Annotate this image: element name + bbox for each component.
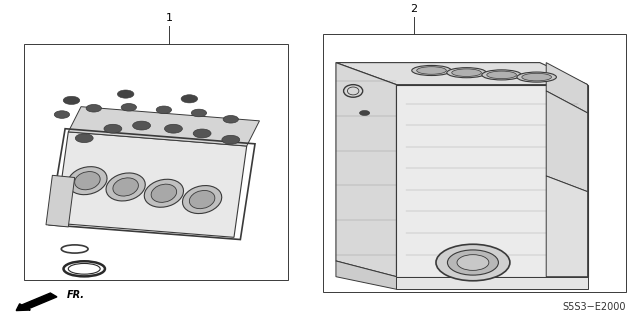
- Circle shape: [457, 255, 489, 271]
- Ellipse shape: [151, 184, 177, 202]
- Circle shape: [223, 115, 239, 123]
- Polygon shape: [546, 63, 588, 113]
- Polygon shape: [396, 277, 588, 289]
- Polygon shape: [46, 175, 75, 227]
- Polygon shape: [56, 132, 246, 237]
- Circle shape: [360, 110, 370, 115]
- FancyArrow shape: [16, 293, 57, 311]
- Ellipse shape: [113, 178, 138, 196]
- Text: FR.: FR.: [67, 290, 84, 300]
- Circle shape: [156, 106, 172, 114]
- Circle shape: [193, 129, 211, 138]
- Circle shape: [447, 250, 499, 275]
- Ellipse shape: [189, 190, 215, 209]
- Polygon shape: [336, 63, 588, 85]
- Circle shape: [63, 96, 80, 105]
- Circle shape: [86, 105, 101, 112]
- Ellipse shape: [412, 65, 451, 76]
- Ellipse shape: [517, 72, 556, 82]
- Ellipse shape: [75, 172, 100, 190]
- Circle shape: [436, 244, 510, 281]
- Polygon shape: [336, 261, 396, 289]
- Polygon shape: [68, 107, 259, 146]
- Polygon shape: [396, 85, 588, 277]
- Circle shape: [121, 104, 136, 111]
- Circle shape: [117, 90, 134, 98]
- Ellipse shape: [487, 71, 516, 79]
- Ellipse shape: [68, 167, 107, 195]
- Ellipse shape: [482, 70, 522, 80]
- Circle shape: [222, 135, 240, 144]
- Circle shape: [104, 124, 122, 133]
- Polygon shape: [336, 63, 396, 277]
- Text: S5S3−E2000: S5S3−E2000: [563, 302, 626, 312]
- Ellipse shape: [417, 67, 446, 74]
- Circle shape: [164, 124, 182, 133]
- Text: 2: 2: [410, 4, 417, 14]
- Circle shape: [191, 109, 207, 117]
- Ellipse shape: [144, 179, 184, 207]
- Circle shape: [132, 121, 150, 130]
- Ellipse shape: [106, 173, 145, 201]
- Polygon shape: [546, 91, 588, 192]
- Polygon shape: [546, 176, 588, 277]
- Circle shape: [181, 95, 198, 103]
- Circle shape: [76, 134, 93, 143]
- Bar: [24, 44, 288, 280]
- Ellipse shape: [447, 68, 486, 78]
- Ellipse shape: [452, 69, 481, 77]
- Ellipse shape: [182, 186, 221, 213]
- Text: 1: 1: [166, 13, 173, 23]
- Circle shape: [54, 111, 70, 118]
- Bar: [323, 34, 626, 293]
- Ellipse shape: [522, 73, 552, 81]
